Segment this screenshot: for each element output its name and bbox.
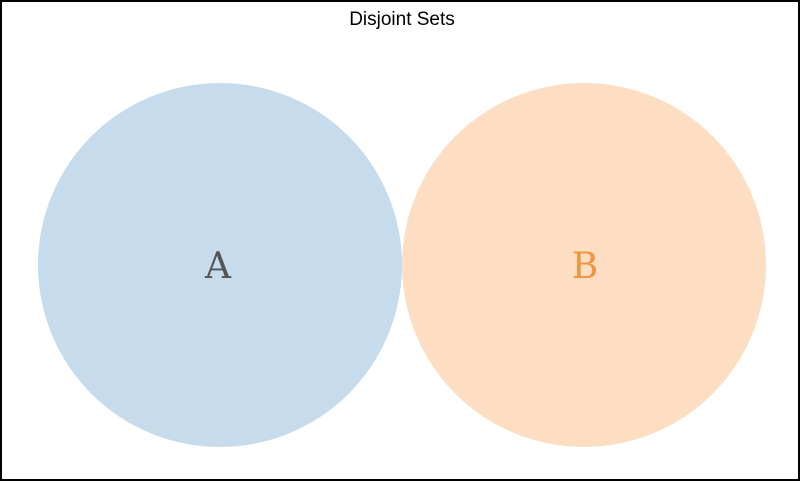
set-a-circle [38,83,402,447]
set-b-circle [402,83,766,447]
diagram-title: Disjoint Sets [349,9,455,30]
set-b-label: B [572,246,598,287]
set-a-label: A [204,246,232,287]
